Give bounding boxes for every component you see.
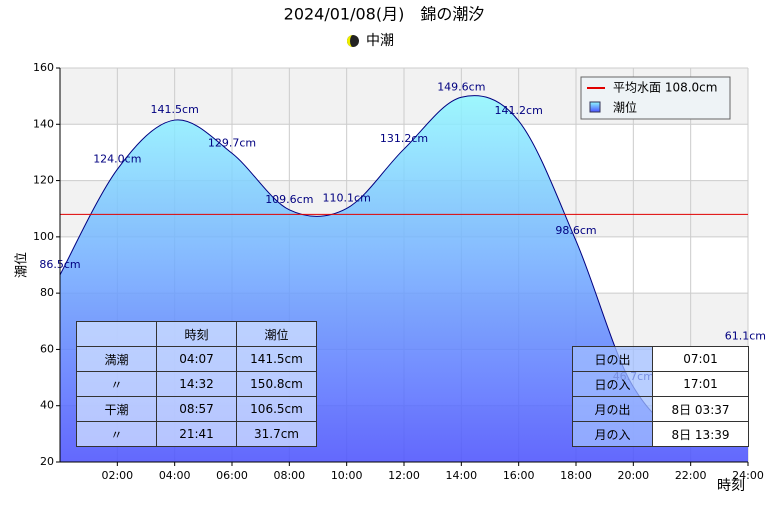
- table-cell: 07:01: [652, 346, 749, 372]
- moon-icon-light: [347, 35, 353, 47]
- y-axis-label: 潮位: [15, 252, 30, 278]
- table-row: 〃 21:41 31.7cm: [76, 421, 317, 447]
- table-cell: 日の出: [572, 346, 653, 372]
- table-header: 時刻: [156, 321, 237, 347]
- y-tick-label: 60: [40, 342, 54, 355]
- table-cell: 8日 13:39: [652, 421, 749, 447]
- table-cell: 21:41: [156, 421, 237, 447]
- y-tick-label: 40: [40, 399, 54, 412]
- y-tick-label: 100: [33, 230, 54, 243]
- legend-label: 平均水面 108.0cm: [613, 81, 717, 95]
- data-label: 110.1cm: [323, 191, 371, 204]
- x-tick-label: 14:00: [445, 469, 477, 482]
- y-tick-label: 80: [40, 286, 54, 299]
- table-cell: 31.7cm: [236, 421, 317, 447]
- data-label: 149.6cm: [437, 80, 485, 93]
- data-label: 98.6cm: [555, 224, 596, 237]
- x-tick-label: 10:00: [331, 469, 363, 482]
- data-label: 131.2cm: [380, 132, 428, 145]
- table-row: 満潮 04:07 141.5cm: [76, 346, 317, 372]
- table-row: 日の出 07:01: [572, 346, 749, 372]
- x-tick-label: 22:00: [675, 469, 707, 482]
- x-tick-label: 18:00: [560, 469, 592, 482]
- x-tick-label: 02:00: [101, 469, 133, 482]
- chart-title: 2024/01/08(月) 錦の潮汐: [284, 5, 485, 24]
- x-axis-label: 時刻: [717, 478, 745, 494]
- chart-subtitle: 中潮: [366, 33, 394, 49]
- y-tick-label: 160: [33, 61, 54, 74]
- table-cell: 04:07: [156, 346, 237, 372]
- x-tick-label: 08:00: [273, 469, 305, 482]
- table-cell: 月の出: [572, 396, 653, 422]
- legend-box: [580, 76, 731, 120]
- table-cell: 干潮: [76, 396, 157, 422]
- sun-moon-table: 日の出 07:01 日の入 17:01 月の出 8日 03:37 月の入 8日 13:39: [572, 346, 749, 447]
- table-row: 〃 14:32 150.8cm: [76, 371, 317, 397]
- table-cell: 〃: [76, 371, 157, 397]
- table-cell: [76, 321, 157, 347]
- x-tick-label: 16:00: [503, 469, 535, 482]
- data-label: 61.1cm: [725, 329, 766, 342]
- table-row: 月の入 8日 13:39: [572, 421, 749, 447]
- data-label: 141.5cm: [151, 103, 199, 116]
- table-row: 月の出 8日 03:37: [572, 396, 749, 422]
- table-cell: 〃: [76, 421, 157, 447]
- table-cell: 月の入: [572, 421, 653, 447]
- data-label: 141.2cm: [495, 104, 543, 117]
- x-tick-label: 12:00: [388, 469, 420, 482]
- table-cell: 150.8cm: [236, 371, 317, 397]
- table-cell: 17:01: [652, 371, 749, 397]
- y-tick-label: 120: [33, 174, 54, 187]
- x-tick-label: 20:00: [617, 469, 649, 482]
- table-cell: 08:57: [156, 396, 237, 422]
- tide-table: 時刻 潮位 満潮 04:07 141.5cm 〃 14:32 150.8cm 干潮 08:57 1…: [76, 321, 317, 447]
- y-tick-label: 20: [40, 455, 54, 468]
- table-row: 干潮 08:57 106.5cm: [76, 396, 317, 422]
- table-cell: 141.5cm: [236, 346, 317, 372]
- legend-label: 潮位: [613, 100, 637, 115]
- data-label: 124.0cm: [93, 152, 141, 165]
- data-label: 109.6cm: [265, 193, 313, 206]
- y-tick-label: 140: [33, 117, 54, 130]
- table-cell: 満潮: [76, 346, 157, 372]
- legend-swatch: [589, 101, 601, 113]
- x-tick-label: 04:00: [159, 469, 191, 482]
- x-tick-label: 06:00: [216, 469, 248, 482]
- table-cell: 14:32: [156, 371, 237, 397]
- data-label: 129.7cm: [208, 136, 256, 149]
- table-cell: 日の入: [572, 371, 653, 397]
- x-tick-label: 24:00: [732, 469, 764, 482]
- table-row: 日の入 17:01: [572, 371, 749, 397]
- table-cell: 8日 03:37: [652, 396, 749, 422]
- table-header: 潮位: [236, 321, 317, 347]
- table-cell: 106.5cm: [236, 396, 317, 422]
